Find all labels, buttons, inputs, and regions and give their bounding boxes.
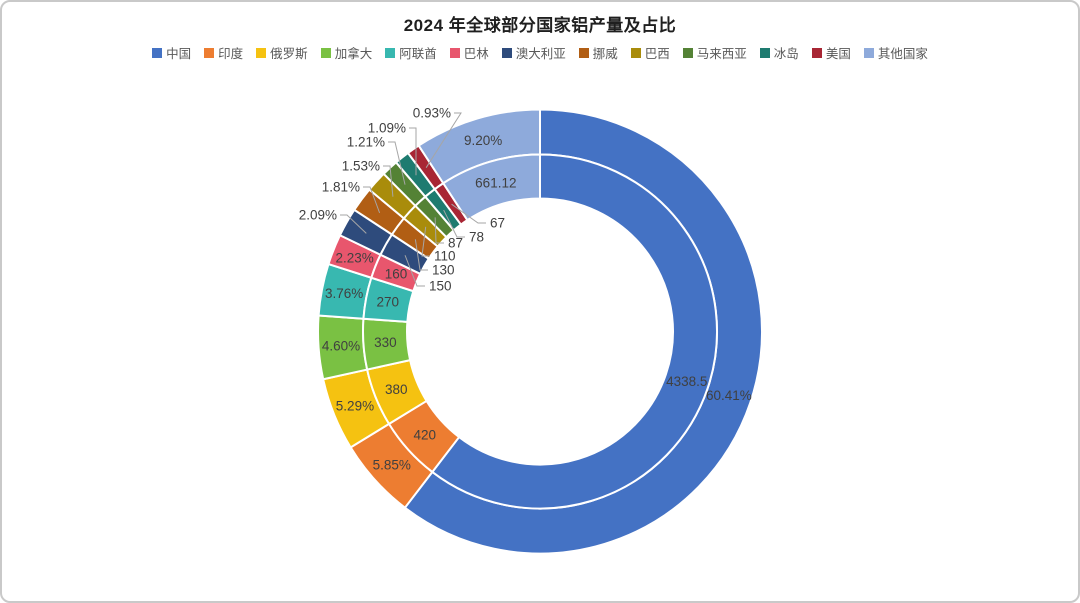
value-label-12: 661.12 <box>475 175 516 190</box>
chart-legend: 中国 印度 俄罗斯 加拿大 阿联酋 巴林 澳大利亚 挪威 巴西 马来西亚 冰岛 美国 其他国家 <box>0 43 1080 62</box>
legend-item-9: 马来西亚 <box>682 43 747 62</box>
percent-label-2: 5.29% <box>336 399 374 414</box>
legend-item-6: 澳大利亚 <box>501 43 566 62</box>
percent-label-7: 1.81% <box>322 180 360 195</box>
legend-swatch-icon <box>256 47 267 58</box>
legend-swatch-icon <box>204 47 215 58</box>
legend-swatch-icon <box>811 47 822 58</box>
value-leader-line-9 <box>434 217 444 244</box>
legend-item-4: 阿联酋 <box>385 43 437 62</box>
value-label-0: 4338.5 <box>666 374 707 389</box>
inner-segment-0 <box>431 153 718 510</box>
percent-label-0: 60.41% <box>706 388 752 403</box>
legend-item-10: 冰岛 <box>759 43 799 62</box>
value-label-8: 110 <box>434 249 456 264</box>
value-leader-line-8 <box>421 226 430 257</box>
legend-label: 其他国家 <box>877 47 928 61</box>
value-label-10: 78 <box>469 230 484 245</box>
legend-swatch-icon <box>449 47 460 58</box>
percent-label-4: 3.76% <box>325 286 363 301</box>
percent-label-6: 2.09% <box>299 208 337 223</box>
legend-item-0: 中国 <box>152 43 191 62</box>
value-label-11: 67 <box>490 216 505 231</box>
legend-label: 巴林 <box>463 47 489 61</box>
legend-label: 巴西 <box>644 47 670 61</box>
legend-label: 中国 <box>166 47 192 61</box>
percent-leader-line-8 <box>383 165 394 197</box>
percent-label-9: 1.21% <box>347 135 385 150</box>
value-label-7: 130 <box>432 263 455 278</box>
legend-item-2: 俄罗斯 <box>256 43 308 62</box>
legend-item-1: 印度 <box>204 43 243 62</box>
value-leader-line-7 <box>414 239 428 271</box>
legend-label: 挪威 <box>592 47 618 61</box>
legend-label: 俄罗斯 <box>270 47 308 61</box>
legend-item-3: 加拿大 <box>320 43 373 62</box>
chart-title: 2024 年全球部分国家铝产量及占比 <box>403 16 677 35</box>
legend-item-5: 巴林 <box>449 43 489 62</box>
legend-item-12: 其他国家 <box>863 43 928 62</box>
legend-item-7: 挪威 <box>578 43 618 62</box>
legend-swatch-icon <box>863 47 874 58</box>
legend-label: 印度 <box>218 47 244 61</box>
percent-leader-line-10 <box>409 127 417 176</box>
value-label-1: 420 <box>414 428 437 443</box>
value-label-5: 160 <box>385 267 408 282</box>
legend-label: 冰岛 <box>773 47 799 61</box>
percent-label-8: 1.53% <box>342 159 380 174</box>
legend-label: 阿联酋 <box>399 47 437 61</box>
legend-swatch-icon <box>320 47 331 58</box>
percent-label-1: 5.85% <box>373 457 411 472</box>
percent-label-3: 4.60% <box>322 338 360 353</box>
legend-label: 马来西亚 <box>696 47 747 61</box>
legend-label: 加拿大 <box>334 47 373 61</box>
percent-leader-line-9 <box>388 141 406 185</box>
percent-leader-line-11 <box>425 112 462 168</box>
value-leader-line-11 <box>451 203 486 224</box>
value-label-6: 150 <box>429 279 452 294</box>
value-leader-line-10 <box>443 209 465 238</box>
percent-label-5: 2.23% <box>335 250 373 265</box>
legend-swatch-icon <box>630 47 641 58</box>
legend-item-8: 巴西 <box>630 43 670 62</box>
legend-label: 澳大利亚 <box>515 47 566 61</box>
percent-leader-line-7 <box>363 186 381 214</box>
legend-swatch-icon <box>578 47 589 58</box>
value-label-2: 380 <box>385 382 408 397</box>
legend-swatch-icon <box>385 47 396 58</box>
legend-item-11: 美国 <box>811 43 851 62</box>
legend-swatch-icon <box>152 47 163 58</box>
value-label-4: 270 <box>377 295 400 310</box>
value-label-3: 330 <box>374 335 397 350</box>
value-leader-line-6 <box>404 255 425 287</box>
percent-label-11: 0.93% <box>413 106 451 121</box>
percent-leader-line-6 <box>340 214 367 234</box>
percent-label-12: 9.20% <box>464 133 502 148</box>
legend-label: 美国 <box>825 47 851 61</box>
percent-label-10: 1.09% <box>368 121 406 136</box>
legend-swatch-icon <box>759 47 770 58</box>
value-label-9: 87 <box>448 236 463 251</box>
inner-segment-12 <box>442 153 541 222</box>
legend-swatch-icon <box>682 47 693 58</box>
legend-swatch-icon <box>501 47 512 58</box>
